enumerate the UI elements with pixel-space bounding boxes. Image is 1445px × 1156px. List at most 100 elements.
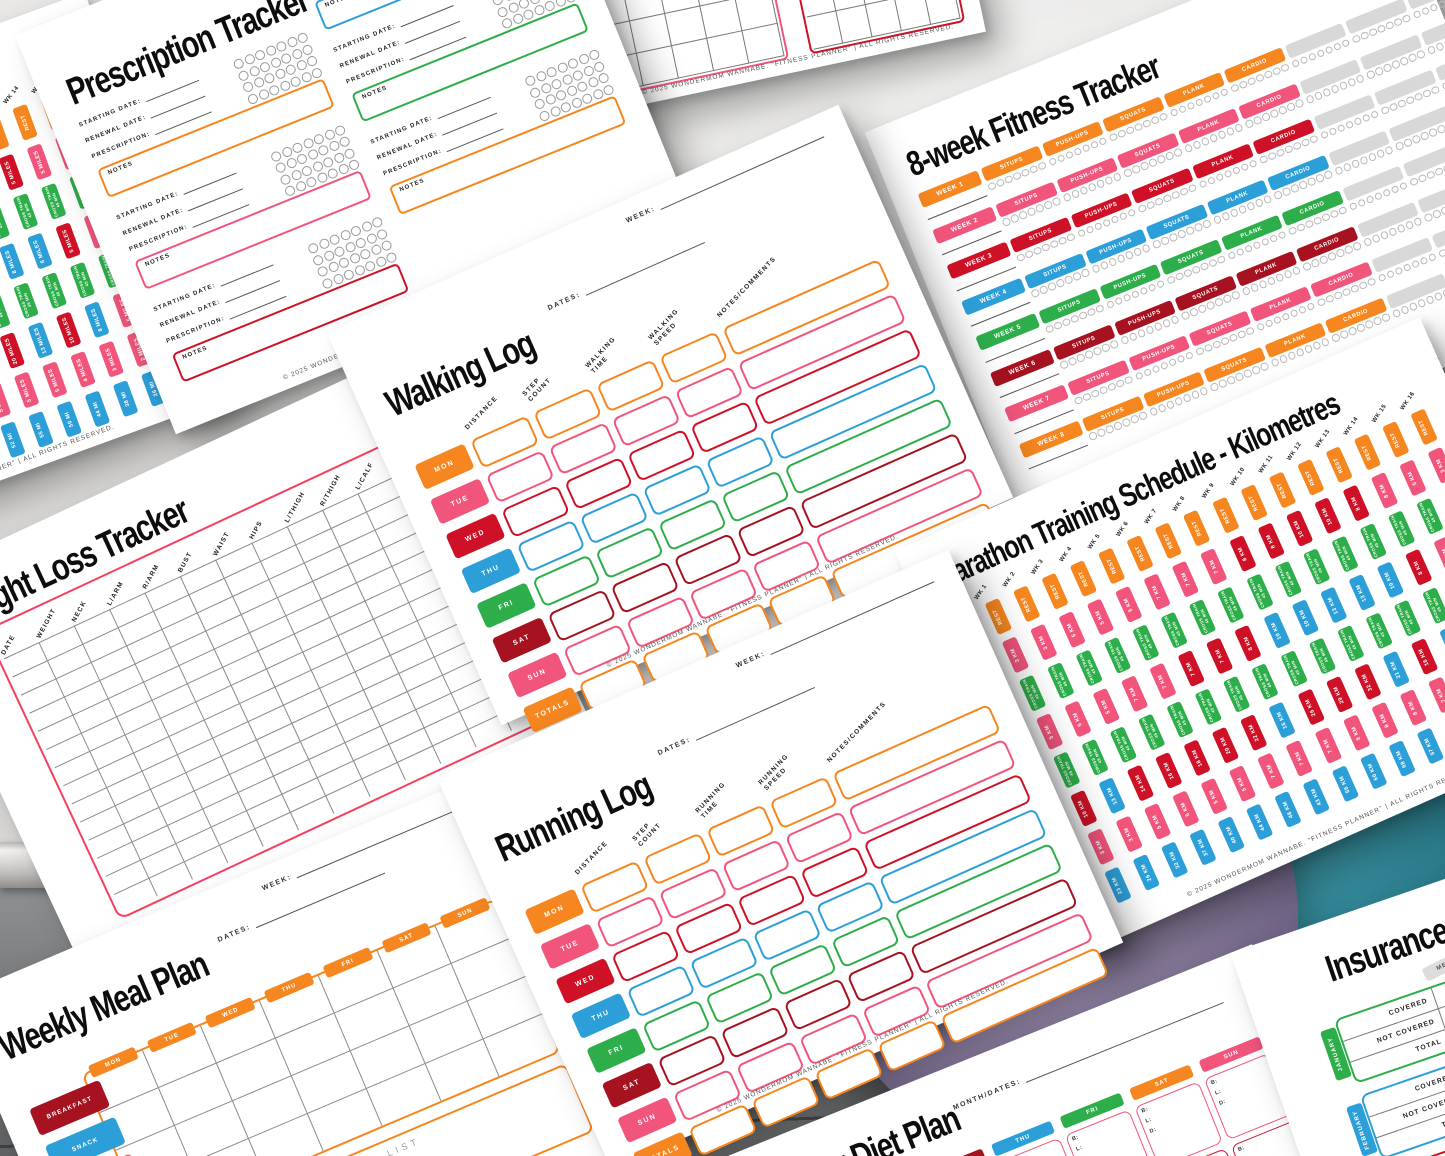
checkoff-circle	[1161, 318, 1172, 328]
schedule-pill: REST	[1296, 458, 1325, 497]
checkoff-circle	[1346, 77, 1357, 88]
schedule-pill-text: 60 KM	[1367, 762, 1380, 781]
checkoff-circle	[1399, 304, 1410, 315]
checkoff-circle	[1336, 123, 1346, 133]
checkoff-circle	[1064, 149, 1075, 160]
dose-circle	[279, 51, 293, 65]
schedule-pill: REST	[1126, 534, 1155, 572]
dose-circle	[274, 39, 288, 54]
checkoff-circle	[1097, 136, 1108, 147]
schedule-pill-text: 44 MI	[92, 400, 103, 418]
pill-line: 14 KM	[1134, 773, 1147, 793]
schedule-pill: 8 KM	[1370, 472, 1399, 510]
checkoff-circle	[1367, 152, 1377, 162]
schedule-pill: 29 KM	[1325, 676, 1354, 714]
schedule-pill: 3 KM	[1427, 446, 1445, 484]
schedule-pill-text: 32 KM	[1361, 672, 1374, 692]
checkoff-circle	[1155, 279, 1166, 289]
column-header-label: L/CALF	[354, 461, 376, 492]
checkoff-circle	[1313, 90, 1324, 101]
pill-line: 8 KM	[1350, 495, 1362, 512]
checkoff-circle	[1113, 296, 1124, 306]
column-header-label: BUST	[177, 550, 195, 574]
checkoff-circle	[1172, 147, 1183, 158]
schedule-pill-text: REST	[0, 124, 3, 141]
pill-line: 8 KM	[1242, 635, 1254, 652]
schedule-pill: 7 KM	[1314, 727, 1342, 765]
checkoff-circle	[1061, 192, 1072, 203]
grid-cell	[895, 0, 932, 32]
pill-line: 37 KM	[1196, 837, 1210, 857]
schedule-pill-text: 6 MILES	[33, 239, 47, 264]
log-column-label: RUNNING TIME	[694, 781, 733, 821]
checkoff-circle	[1430, 85, 1440, 95]
dose-circle	[312, 132, 326, 146]
checkoff-circle	[1294, 98, 1304, 109]
schedule-pill-text: 5 MILES	[0, 388, 5, 413]
pill-line: REST	[1219, 506, 1232, 525]
checkoff-circle	[1249, 282, 1260, 293]
pill-line: 5 MILES	[32, 149, 47, 175]
pill-line: 5 KM	[1208, 788, 1221, 805]
schedule-pill: 8 KM	[1404, 548, 1433, 586]
checkoff-circle	[1387, 226, 1398, 237]
schedule-pill-text: 7 KM	[1322, 738, 1334, 754]
pill-line: 10 KM	[1292, 519, 1306, 539]
schedule-pill: 8 KM	[1228, 535, 1257, 573]
schedule-pill-text: 5 KM	[1209, 788, 1221, 804]
dose-circle	[347, 158, 361, 172]
schedule-pill-text: 8 MILES	[5, 249, 19, 274]
checkoff-circle	[1379, 230, 1390, 240]
pill-line: 5 KM	[1151, 813, 1164, 830]
log-column-label: STEP COUNT	[521, 371, 553, 404]
checkoff-circle	[1286, 350, 1297, 361]
pill-line: 7 KM	[1208, 558, 1220, 575]
checkoff-circle	[1047, 156, 1058, 167]
checkoff-circle	[1212, 214, 1223, 225]
log-column-label: DISTANCE	[574, 840, 610, 877]
schedule-pill-text: 43 KM	[1310, 787, 1323, 806]
schedule-pill: 21 KM	[1382, 650, 1410, 688]
checkoff-circle	[1231, 165, 1241, 176]
dose-circle	[246, 91, 260, 106]
pill-line: 20 KM	[1219, 735, 1233, 755]
schedule-pill-text: 5 KM	[1072, 711, 1084, 727]
schedule-pill-text: 8 KM	[1407, 700, 1419, 716]
checkoff-circle	[1140, 243, 1151, 254]
week-label: WEEK:	[625, 205, 657, 225]
dose-circle	[262, 71, 276, 85]
checkoff-circle	[1329, 84, 1340, 94]
schedule-pill: 22 KM	[1240, 713, 1268, 752]
checkoff-circle	[1350, 158, 1361, 169]
pill-line: 6 MILES	[32, 238, 47, 264]
pill-line: 8 KM	[1378, 482, 1391, 499]
pill-line: 5 KM	[1094, 609, 1107, 625]
pill-line: 55 MI	[35, 421, 47, 439]
schedule-pill-text: 16 KM	[1276, 710, 1289, 729]
column-header-label: R/ARM	[141, 562, 162, 591]
schedule-pill: 68 KM	[1388, 740, 1416, 778]
schedule-pill: 26 KM	[1297, 688, 1325, 726]
dose-circle	[305, 54, 319, 68]
pill-line: REST	[1276, 481, 1289, 499]
checkoff-circle	[1364, 194, 1375, 205]
dose-circle	[316, 264, 330, 278]
schedule-pill-text: 5 KM	[1237, 776, 1249, 792]
schedule-pill: 5 MILES	[26, 143, 53, 181]
pill-line: 23 KM	[1111, 875, 1125, 895]
pill-line: 5 KM	[1066, 621, 1078, 638]
blank-line	[582, 233, 706, 296]
schedule-pill: 7 KM	[1285, 739, 1314, 777]
pill-line: 40 KM	[1224, 825, 1238, 845]
checkoff-circle	[1230, 290, 1241, 301]
checkoff-circle	[1134, 370, 1144, 381]
